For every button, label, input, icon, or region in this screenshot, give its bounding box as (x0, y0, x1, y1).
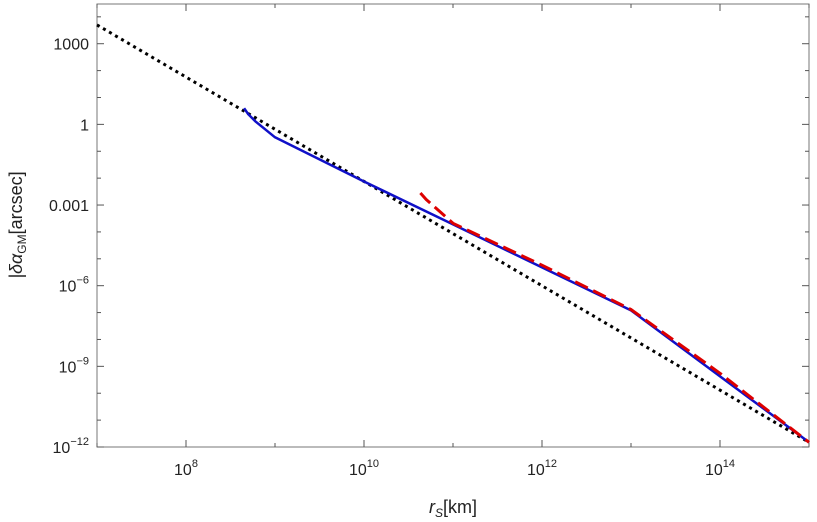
y-tick-label: 1000 (53, 37, 89, 54)
series-line-3 (419, 192, 810, 444)
x-tick-label: 1014 (705, 458, 735, 479)
x-axis-label: rS[km] (429, 497, 477, 520)
y-tick-label: 0.001 (49, 198, 89, 215)
y-tick-label: 1 (80, 117, 89, 134)
x-tick-label: 1012 (527, 458, 557, 479)
tick-marks (96, 4, 810, 448)
y-tick-label: 10−9 (59, 355, 89, 376)
x-tick-label: 1010 (349, 458, 379, 479)
series-group (96, 23, 810, 444)
series-line-1 (96, 23, 810, 444)
y-axis-label: |δαGM[arcsec] (6, 171, 29, 278)
x-tick-label: 108 (174, 458, 198, 479)
series-line-2 (243, 107, 810, 444)
y-tick-label: 10−12 (53, 436, 89, 457)
tick-labels: 108 1010 1012 1014 1000 1 0.001 10−6 10−9 10−12 (49, 37, 735, 479)
y-tick-label: 10−6 (59, 275, 89, 296)
